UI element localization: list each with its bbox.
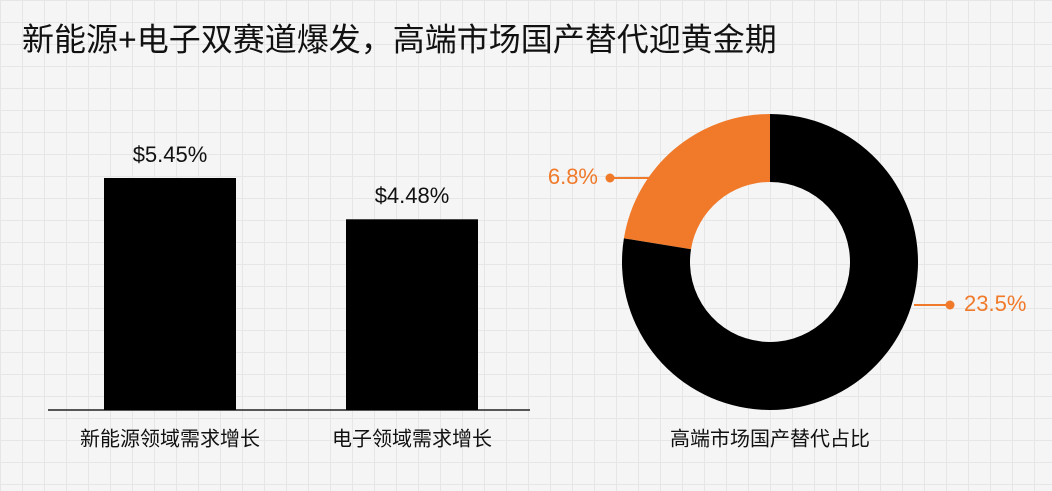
label-dot xyxy=(605,173,615,183)
value-label: $5.45% xyxy=(133,142,208,167)
chart-title: 高端市场国产替代占比 xyxy=(670,427,870,450)
category-label: 电子领域需求增长 xyxy=(332,427,492,450)
page-title: 新能源+电子双赛道爆发，高端市场国产替代迎黄金期 xyxy=(22,21,777,57)
value-label: 23.5% xyxy=(964,291,1026,316)
category-label: 新能源领域需求增长 xyxy=(80,427,260,450)
value-label: 6.8% xyxy=(548,164,598,189)
bar xyxy=(346,219,478,410)
donut-slice xyxy=(623,114,770,250)
value-label: $4.48% xyxy=(375,183,450,208)
label-dot xyxy=(945,300,955,310)
bar xyxy=(104,178,236,410)
donut-slice xyxy=(622,114,918,410)
